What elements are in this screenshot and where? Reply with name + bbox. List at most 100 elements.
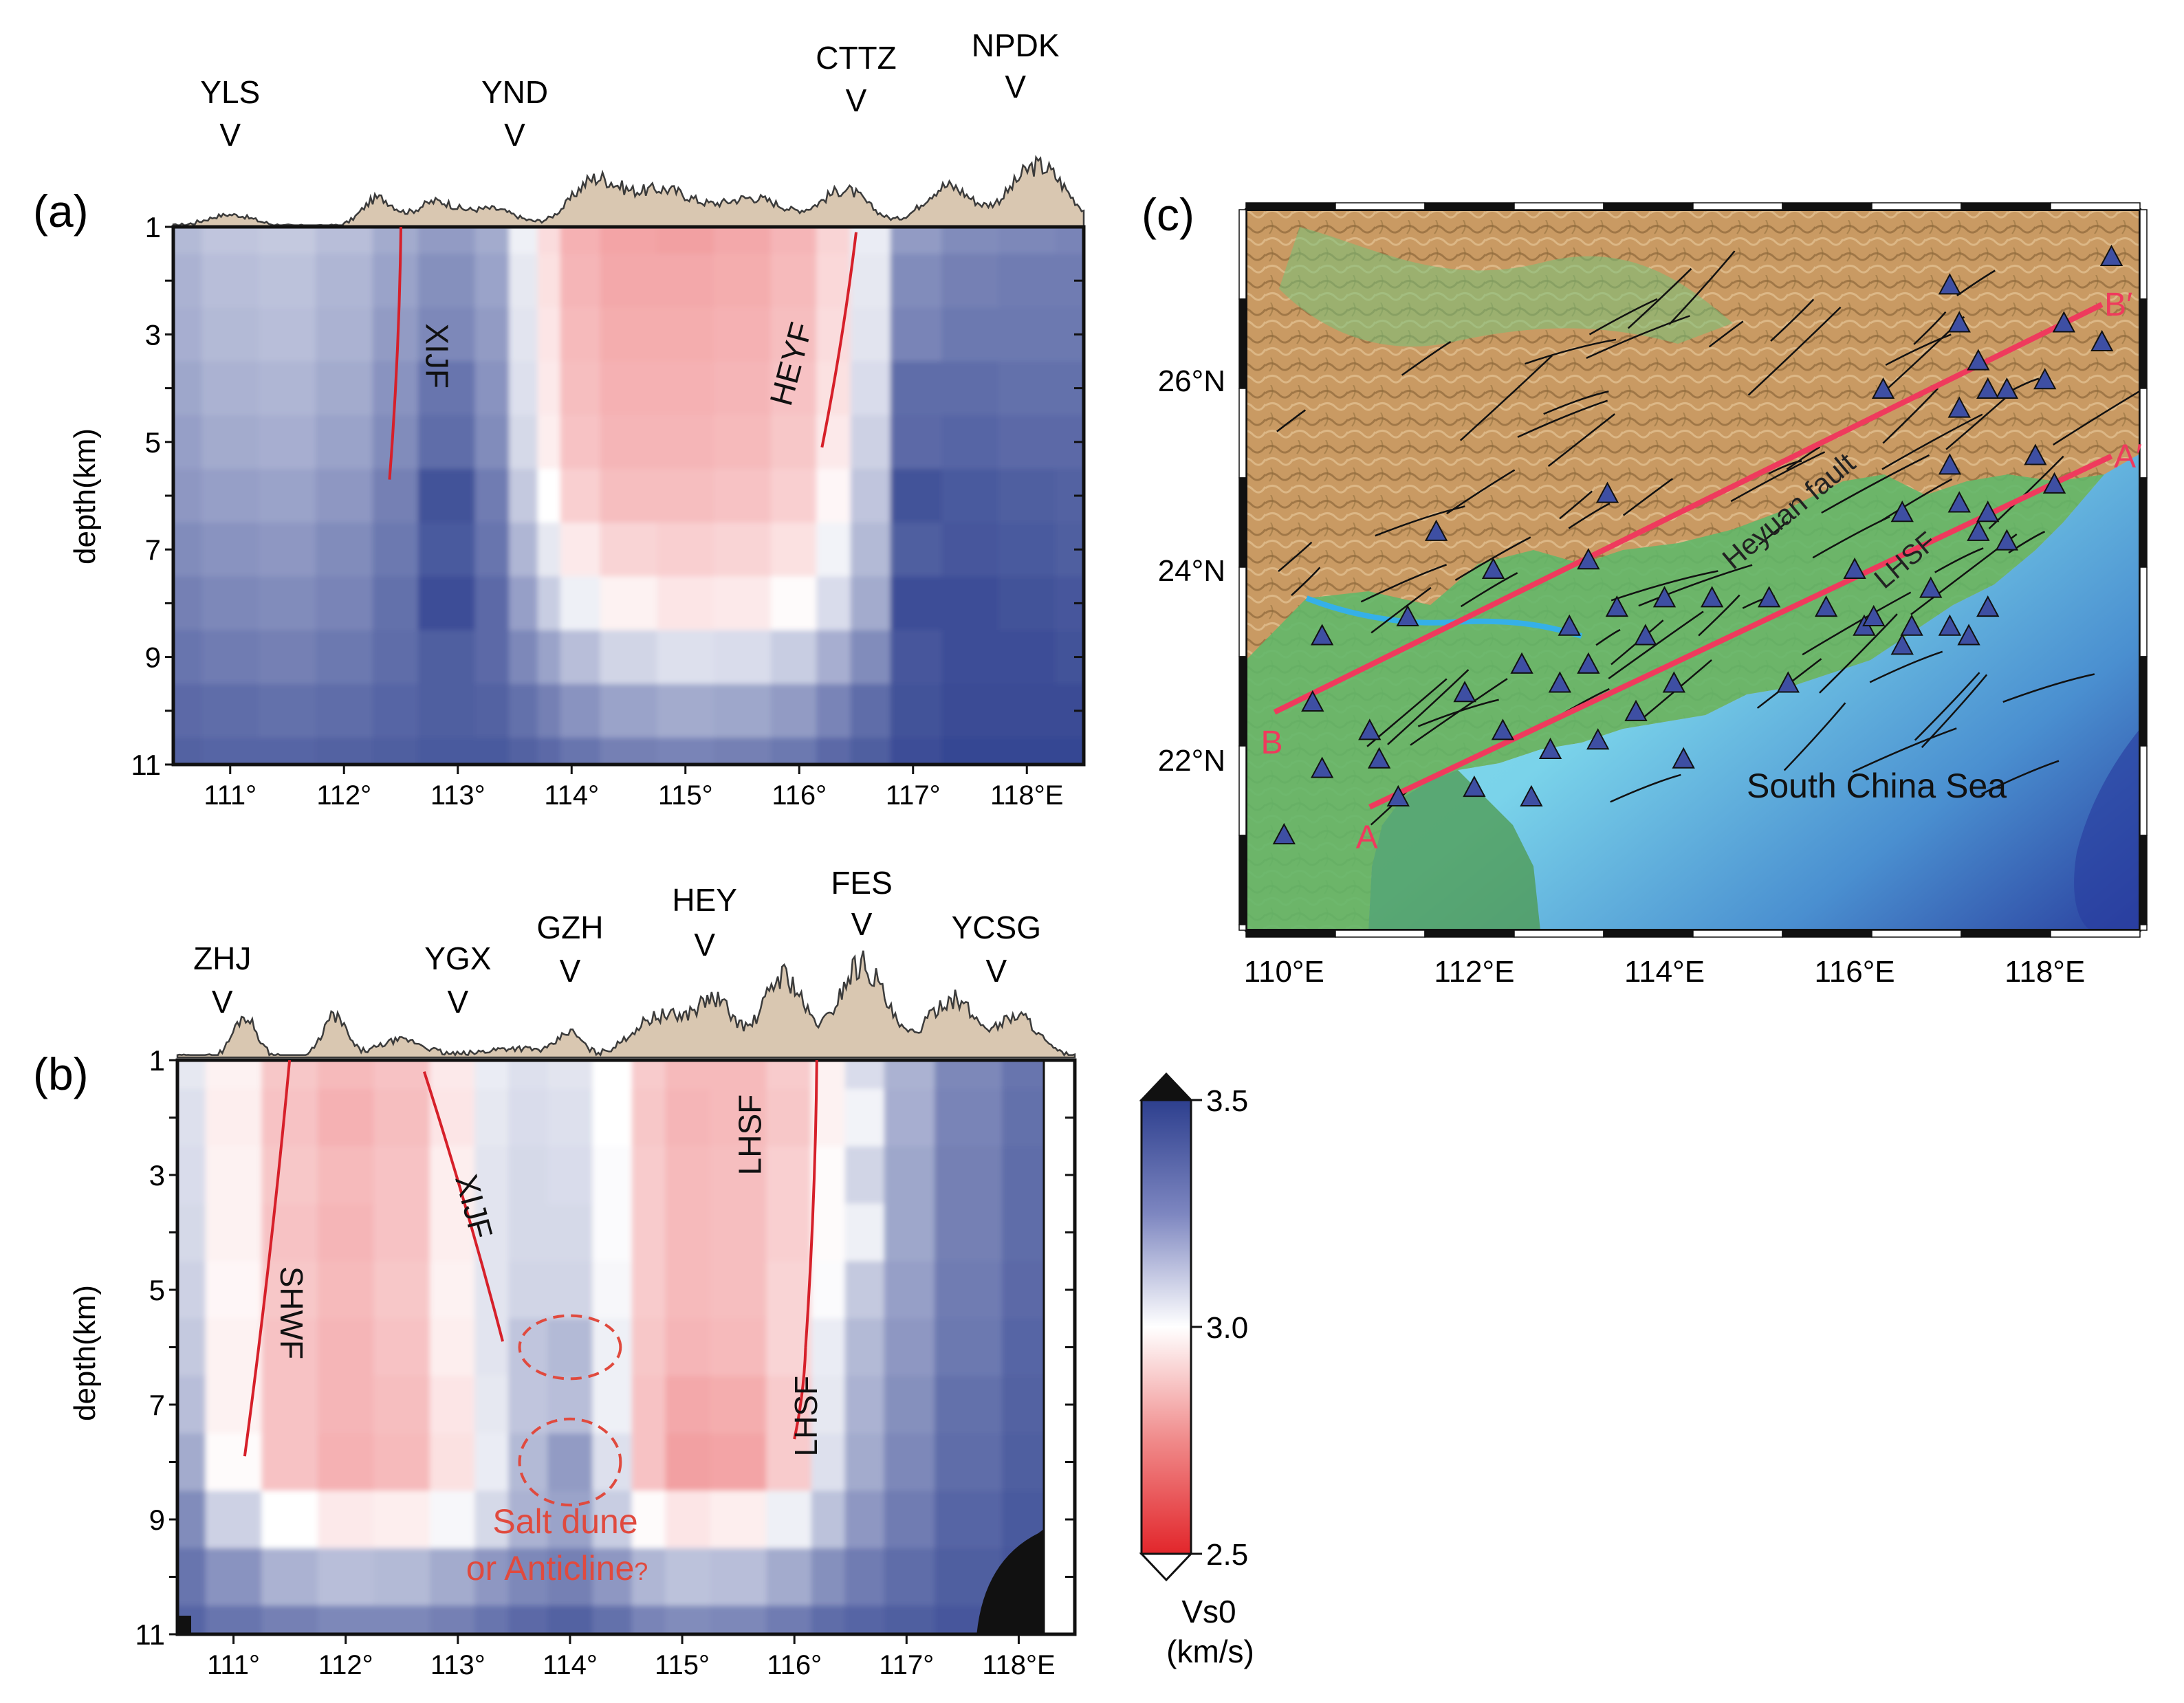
heatmap-cell: [710, 1433, 767, 1492]
heatmap-cell: [714, 737, 772, 765]
heatmap-cell: [884, 1060, 936, 1090]
heatmap-cell: [474, 1548, 510, 1607]
heatmap-cell: [446, 361, 476, 416]
heatmap-cell: [537, 523, 561, 578]
map-fault: [1586, 315, 1690, 359]
map-station: [1947, 491, 1971, 513]
profile-start-label: B: [1260, 725, 1282, 761]
heatmap-cell: [770, 576, 818, 631]
heatmap-cell: [657, 523, 715, 578]
heatmap-cell: [430, 1605, 476, 1634]
map-fault: [1276, 409, 1307, 432]
station-name: NPDK: [972, 28, 1060, 63]
map-fault: [1525, 338, 1617, 365]
heatmap-cell: [1055, 523, 1084, 578]
border-seg: [2139, 567, 2148, 657]
heatmap-cell: [508, 1433, 549, 1492]
map-fault: [1610, 570, 1718, 602]
heatmap-cell: [935, 1433, 1003, 1492]
map-station: [2033, 368, 2057, 390]
heatmap-cell: [537, 683, 561, 738]
map-fault: [2053, 390, 2140, 446]
heatmap-cell: [508, 1548, 549, 1607]
heatmap-cell: [850, 630, 891, 685]
heatmap-cell: [201, 254, 260, 309]
heatmap-cell: [850, 576, 891, 631]
heatmap-cell: [600, 576, 658, 631]
station-marker: V: [560, 953, 581, 989]
map-fault: [1698, 594, 1740, 637]
map-fault: [1819, 613, 1898, 694]
heatmap-cell: [508, 1088, 549, 1147]
heatmap-cell: [665, 1088, 711, 1147]
x-tick-label: 112°: [318, 1650, 373, 1680]
map-station: [1995, 377, 2019, 399]
colorbar-title-1: Vs0: [1181, 1594, 1236, 1629]
heatmap-cell: [173, 683, 203, 738]
heatmap-cell: [714, 576, 772, 631]
map-lowland-north: [1279, 227, 1733, 347]
colorbar-gradient: [1140, 1099, 1192, 1555]
heatmap-cell: [446, 683, 476, 738]
heatmap-cell: [592, 1261, 633, 1319]
map-fault: [1879, 478, 1953, 523]
x-tick-label: 115°: [655, 1650, 710, 1680]
y-tick-label: 5: [149, 1274, 165, 1306]
heatmap-cell: [317, 1146, 375, 1205]
map-station: [1957, 624, 1980, 646]
heatmap-cell: [884, 1433, 936, 1492]
heatmap-cell: [844, 1088, 885, 1147]
map-station: [1548, 671, 1572, 693]
heatmap-cell: [261, 1433, 318, 1492]
map-station: [1520, 784, 1543, 806]
profile-start-label: A: [1356, 820, 1378, 856]
map-station: [2090, 329, 2114, 352]
heatmap-cell: [816, 468, 851, 524]
heatmap-cell: [998, 227, 1056, 255]
heatmap-cell: [714, 254, 772, 309]
heatmap-cell: [770, 630, 818, 685]
heatmap-cell: [631, 1088, 666, 1147]
map-fault: [1783, 702, 1846, 771]
heatmap-cell: [509, 683, 538, 738]
heatmap-cell: [941, 361, 999, 416]
map-fault: [1610, 773, 1681, 803]
map-deep-sea: [2074, 729, 2140, 930]
border-seg: [2139, 477, 2148, 568]
heatmap-cell: [998, 523, 1056, 578]
heatmap-cell: [770, 523, 818, 578]
heatmap-cell: [205, 1060, 263, 1090]
map-fault: [1882, 388, 1939, 444]
border-seg: [1692, 202, 1783, 210]
heatmap-cell: [474, 361, 510, 416]
heatmap-cell: [261, 1491, 318, 1549]
map-fault: [1988, 455, 2064, 529]
border-seg: [1335, 930, 1426, 938]
heatmap-cell: [201, 576, 260, 631]
border-seg: [2139, 209, 2148, 300]
heatmap-cell: [770, 361, 818, 416]
map-station: [1967, 349, 1990, 371]
map-fault: [1913, 311, 1947, 345]
map-fault: [1786, 446, 1821, 470]
border-seg: [1238, 477, 1247, 568]
colorbar-max-triangle: [1139, 1072, 1194, 1101]
y-tick-label: 11: [131, 749, 161, 781]
heatmap-cell: [890, 227, 943, 255]
map-fault: [1278, 541, 1313, 573]
heatmap-cell: [446, 415, 476, 470]
heatmap-cell: [890, 254, 943, 309]
map-x-tick-label: 112°E: [1434, 955, 1514, 989]
heatmap-cell: [657, 630, 715, 685]
heatmap-cell: [177, 1318, 206, 1377]
heatmap-cell: [816, 523, 851, 578]
border-seg: [1245, 202, 1336, 210]
map-station: [1938, 273, 1962, 295]
map-fault: [1375, 505, 1465, 537]
x-tick-label: 111°: [204, 780, 256, 811]
border-seg: [1424, 930, 1515, 938]
heatmap-cell: [657, 468, 715, 524]
station-name: YLS: [200, 74, 260, 110]
map-fault: [1768, 460, 1802, 475]
heatmap-cell: [592, 1376, 633, 1434]
